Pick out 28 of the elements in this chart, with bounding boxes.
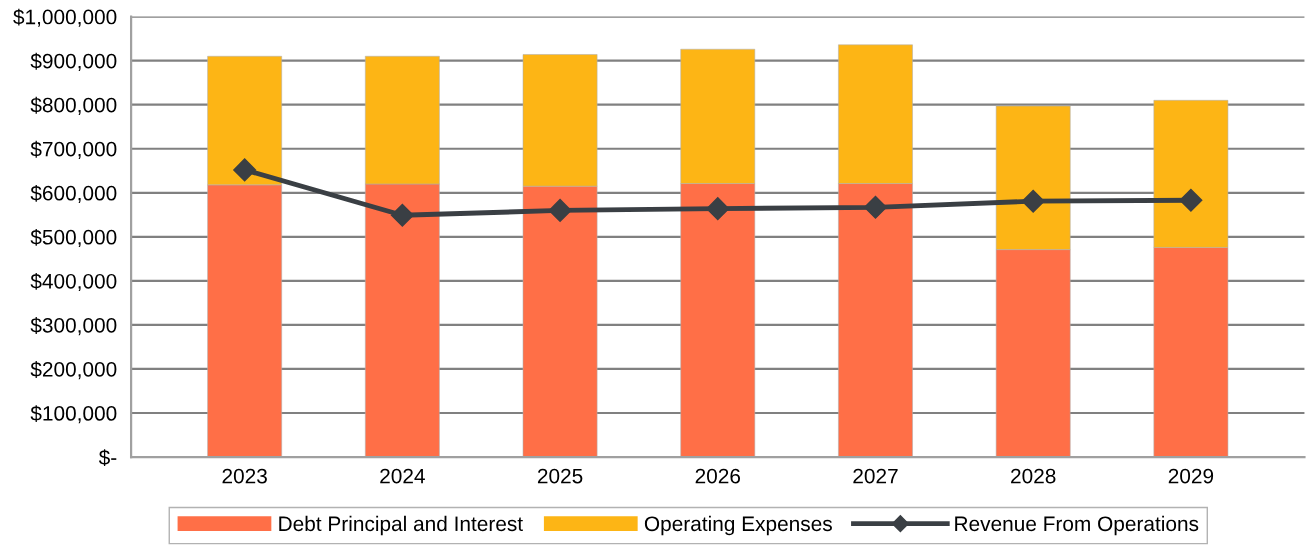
point bbox=[1021, 189, 1045, 213]
point bbox=[233, 158, 257, 182]
point bbox=[706, 197, 730, 221]
y-tick-label: $900,000 bbox=[30, 52, 117, 71]
x-tick-label: 2025 bbox=[537, 468, 583, 484]
y-tick-label: $300,000 bbox=[30, 317, 117, 336]
y-tick-label: $400,000 bbox=[30, 273, 117, 292]
x-tick-label: 2024 bbox=[380, 468, 425, 484]
x-tick-label: 2027 bbox=[853, 468, 898, 484]
y-tick-label: $200,000 bbox=[30, 361, 117, 380]
y-tick-label: $500,000 bbox=[30, 228, 117, 248]
x-tick-label: 2028 bbox=[1011, 468, 1056, 484]
legend-label: Operating Expenses bbox=[644, 515, 832, 536]
x-tick-label: 2023 bbox=[222, 468, 267, 484]
y-tick-label: $800,000 bbox=[30, 96, 117, 115]
y-tick-label: $- bbox=[98, 449, 117, 467]
point bbox=[863, 195, 887, 219]
y-tick-label: $600,000 bbox=[30, 184, 117, 204]
x-tick-label: 2029 bbox=[1168, 468, 1214, 484]
point bbox=[1179, 188, 1203, 212]
legend-label: Debt Principal and Interest bbox=[279, 515, 523, 536]
y-tick-label: $700,000 bbox=[30, 140, 117, 159]
y-tick-label: $1,000,000 bbox=[13, 8, 117, 27]
x-tick-label: 2026 bbox=[695, 468, 741, 484]
legend-label: Revenue From Operations bbox=[955, 515, 1199, 536]
point bbox=[548, 198, 572, 222]
point bbox=[390, 203, 414, 227]
y-tick-label: $100,000 bbox=[30, 405, 117, 424]
